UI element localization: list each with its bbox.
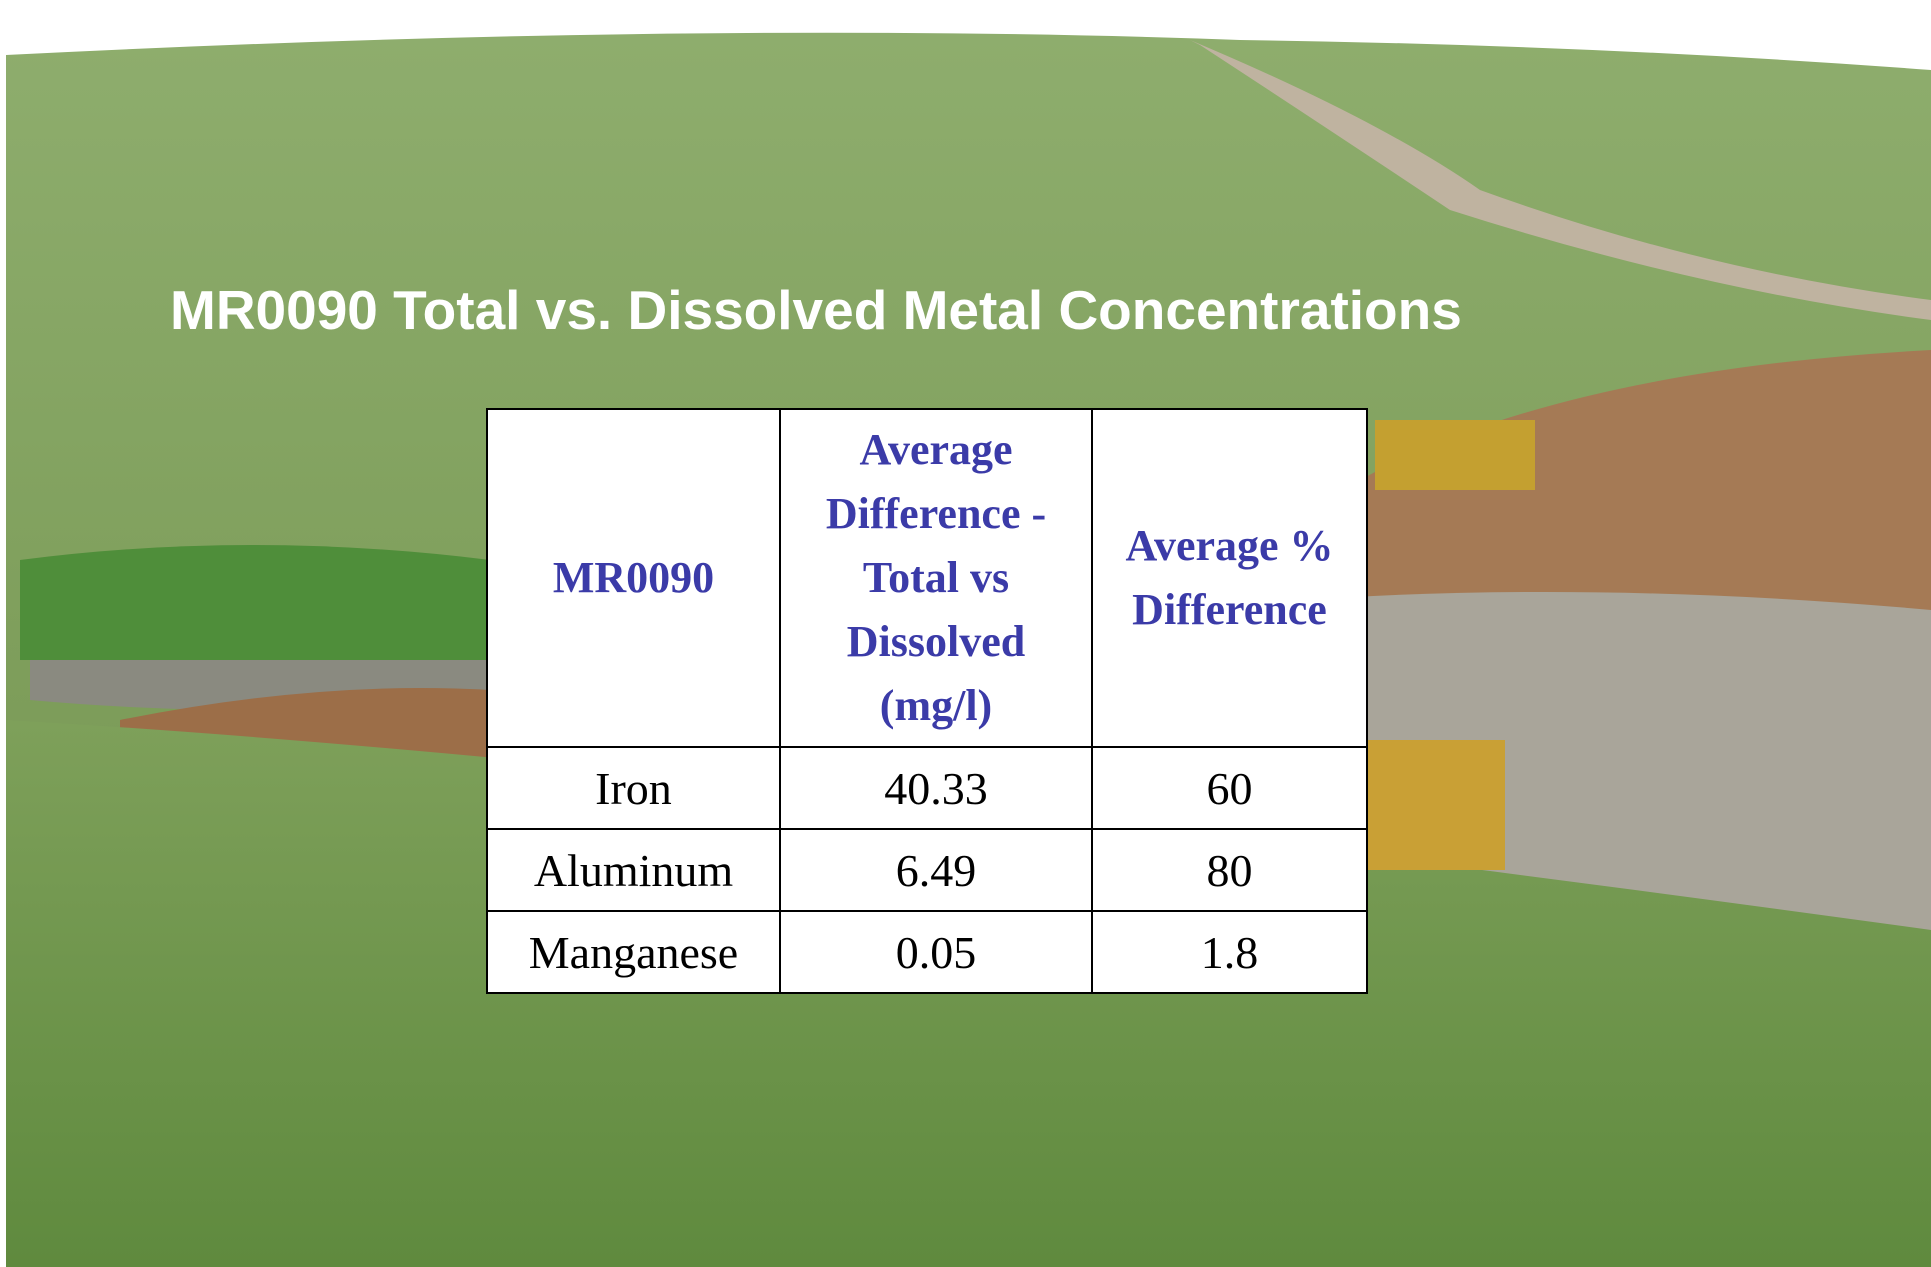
table-cell: 6.49 xyxy=(779,828,1093,912)
table-row: Manganese 0.05 1.8 xyxy=(486,910,1368,994)
table-cell: 60 xyxy=(1091,746,1368,830)
table-row: Aluminum 6.49 80 xyxy=(486,828,1368,912)
column-header: MR0090 xyxy=(486,408,781,748)
table-cell: 1.8 xyxy=(1091,910,1368,994)
column-header: Average Difference - Total vs Dissolved … xyxy=(779,408,1093,748)
table-row: Iron 40.33 60 xyxy=(486,746,1368,830)
column-header: Average % Difference xyxy=(1091,408,1368,748)
table-cell: 80 xyxy=(1091,828,1368,912)
table-cell: Manganese xyxy=(486,910,781,994)
header-row: MR0090 Average Difference - Total vs Dis… xyxy=(486,408,1368,748)
data-table: MR0090 Average Difference - Total vs Dis… xyxy=(486,408,1368,994)
slide-title: MR0090 Total vs. Dissolved Metal Concent… xyxy=(170,279,1462,341)
table-cell: 0.05 xyxy=(779,910,1093,994)
table-cell: Aluminum xyxy=(486,828,781,912)
table-cell: 40.33 xyxy=(779,746,1093,830)
table-cell: Iron xyxy=(486,746,781,830)
